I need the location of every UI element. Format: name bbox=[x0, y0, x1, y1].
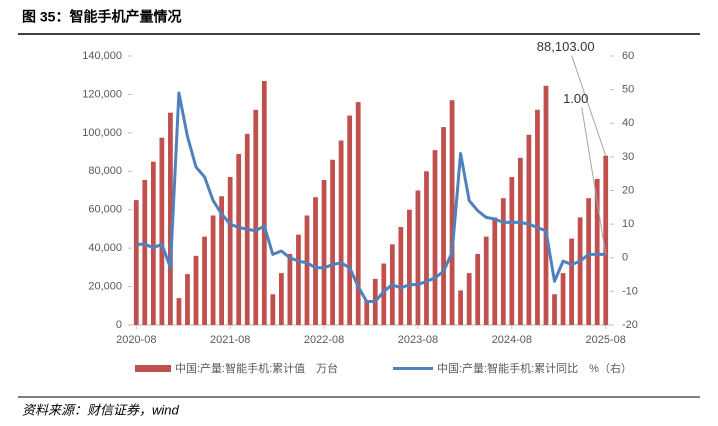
value-label: 88,103.00 bbox=[537, 39, 595, 54]
bar bbox=[261, 80, 267, 325]
legend-label: 中国:产量:智能手机:累计值 万台 bbox=[175, 361, 338, 375]
bar bbox=[330, 159, 335, 325]
x-tick-label: 2022-08 bbox=[304, 334, 344, 346]
bar bbox=[270, 294, 276, 325]
bar bbox=[407, 209, 412, 325]
bar bbox=[552, 294, 557, 325]
bar bbox=[432, 150, 438, 325]
bar bbox=[219, 196, 225, 325]
bar bbox=[176, 298, 182, 325]
bar bbox=[381, 263, 387, 325]
x-tick-label: 2020-08 bbox=[116, 334, 156, 346]
bar bbox=[304, 215, 310, 325]
leader-line bbox=[571, 55, 607, 156]
bar bbox=[185, 274, 190, 325]
bar bbox=[278, 273, 284, 325]
y2-tick-label: 10 bbox=[622, 218, 634, 230]
bar bbox=[236, 153, 242, 325]
y2-tick-label: -10 bbox=[622, 285, 638, 297]
bar bbox=[347, 115, 353, 325]
bar bbox=[296, 234, 301, 325]
bar bbox=[253, 109, 259, 325]
bar bbox=[586, 198, 592, 325]
bar bbox=[424, 171, 429, 325]
bar bbox=[321, 179, 327, 325]
bar bbox=[577, 217, 583, 325]
y-tick-label: 100,000 bbox=[82, 127, 122, 139]
bar bbox=[603, 155, 609, 325]
legend-swatch bbox=[135, 365, 171, 372]
bar bbox=[202, 236, 207, 325]
y2-tick-label: -20 bbox=[622, 319, 638, 331]
leader-line bbox=[581, 107, 607, 255]
bar bbox=[458, 290, 464, 325]
bar bbox=[500, 198, 506, 325]
source: 资料来源：财信证券，wind bbox=[22, 402, 180, 417]
bar bbox=[210, 215, 216, 325]
bar bbox=[159, 137, 165, 325]
bar bbox=[133, 200, 139, 325]
y-tick-label: 120,000 bbox=[82, 88, 122, 100]
bar bbox=[509, 177, 515, 325]
bar bbox=[364, 300, 370, 325]
y-tick-label: 40,000 bbox=[88, 242, 122, 254]
y-tick-label: 20,000 bbox=[88, 280, 122, 292]
y2-tick-label: 20 bbox=[622, 184, 634, 196]
bar bbox=[150, 161, 156, 325]
value-label: 1.00 bbox=[563, 91, 588, 106]
y2-tick-label: 60 bbox=[622, 50, 634, 62]
bar bbox=[594, 178, 600, 325]
y2-tick-label: 40 bbox=[622, 117, 634, 129]
bar bbox=[492, 217, 498, 325]
y2-tick-label: 50 bbox=[622, 84, 634, 96]
y-tick-label: 140,000 bbox=[82, 50, 122, 62]
y-tick-label: 0 bbox=[116, 319, 122, 331]
bar bbox=[441, 127, 446, 325]
bar bbox=[466, 273, 472, 325]
x-tick-label: 2024-08 bbox=[492, 334, 532, 346]
bar bbox=[560, 273, 566, 325]
bar bbox=[338, 140, 344, 325]
x-tick-label: 2023-08 bbox=[398, 334, 438, 346]
y-tick-label: 80,000 bbox=[88, 165, 122, 177]
bar bbox=[142, 179, 148, 325]
line bbox=[136, 91, 606, 303]
y-tick-label: 60,000 bbox=[88, 204, 122, 216]
bar bbox=[483, 236, 489, 325]
legend-label: 中国:产量:智能手机:累计同比 %（右） bbox=[437, 361, 632, 375]
bar bbox=[168, 112, 173, 325]
bar bbox=[535, 109, 540, 325]
y2-tick-label: 30 bbox=[622, 151, 634, 163]
bar bbox=[517, 157, 523, 325]
y2-tick-label: 0 bbox=[622, 252, 628, 264]
bar bbox=[227, 177, 233, 325]
bar bbox=[398, 227, 404, 325]
bar bbox=[569, 238, 574, 325]
x-tick-label: 2025-08 bbox=[586, 334, 626, 346]
bar bbox=[193, 255, 199, 325]
x-tick-label: 2021-08 bbox=[210, 334, 250, 346]
bar bbox=[526, 134, 532, 325]
bar bbox=[415, 190, 421, 325]
bar bbox=[475, 253, 481, 325]
bar bbox=[313, 197, 318, 325]
bar bbox=[449, 100, 455, 325]
bar bbox=[543, 85, 549, 326]
chart-title: 图 35：智能手机产量情况 bbox=[22, 9, 181, 25]
bar bbox=[287, 253, 293, 325]
bar bbox=[355, 102, 361, 325]
